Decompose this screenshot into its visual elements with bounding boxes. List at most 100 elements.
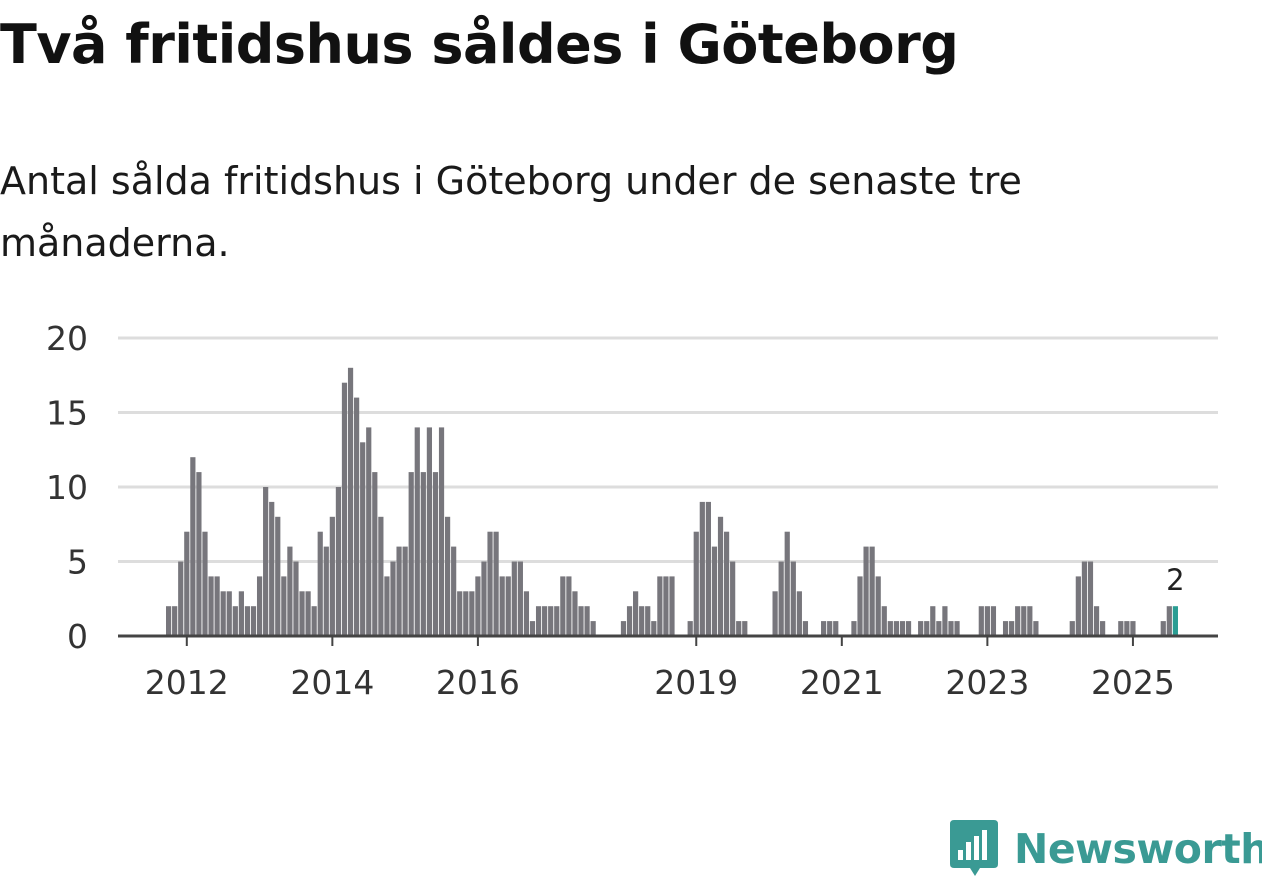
bar — [529, 621, 536, 636]
bar — [451, 546, 457, 636]
bar — [1075, 576, 1081, 636]
bar — [736, 621, 742, 636]
bar — [438, 427, 445, 636]
bar — [936, 621, 942, 636]
bar — [717, 516, 724, 636]
bar — [790, 561, 796, 636]
bar — [875, 576, 881, 636]
bar — [687, 621, 693, 636]
bar — [190, 457, 196, 636]
bar — [899, 621, 906, 636]
bar — [905, 621, 912, 636]
bar — [893, 621, 899, 636]
bar — [699, 501, 705, 636]
bar — [548, 606, 554, 636]
bar — [281, 576, 287, 636]
bar — [954, 621, 960, 636]
bar — [275, 516, 281, 636]
bar — [1087, 561, 1094, 636]
newsworthy-logo: Newsworthy — [950, 818, 1262, 880]
bar — [311, 606, 317, 636]
bar — [505, 576, 511, 636]
bar — [238, 591, 244, 636]
bar — [572, 591, 578, 636]
bar — [1118, 621, 1124, 636]
bar — [663, 576, 669, 636]
bar — [1160, 621, 1166, 636]
bar — [178, 561, 184, 636]
bar — [657, 576, 663, 636]
bar — [384, 576, 390, 636]
bar — [256, 576, 263, 636]
bar — [226, 591, 232, 636]
bar — [196, 472, 202, 636]
bar — [172, 606, 178, 636]
bar — [1124, 621, 1130, 636]
bar — [475, 576, 481, 636]
bar — [493, 531, 499, 636]
bar — [420, 472, 426, 636]
bar — [166, 606, 172, 636]
bar — [244, 606, 251, 636]
bar — [881, 606, 887, 636]
bar — [323, 546, 329, 636]
bar — [299, 591, 305, 636]
bar — [232, 606, 238, 636]
bar — [372, 472, 378, 636]
bar — [590, 621, 596, 636]
bar — [408, 472, 414, 636]
bar — [378, 516, 384, 636]
bar — [542, 606, 548, 636]
bar — [1130, 621, 1136, 636]
bar — [366, 427, 372, 636]
bar — [1033, 621, 1039, 636]
bar — [827, 621, 833, 636]
bar — [802, 621, 809, 636]
bar — [918, 621, 924, 636]
bar — [432, 472, 439, 636]
bar — [341, 382, 348, 636]
bar — [293, 561, 299, 636]
bar — [1093, 606, 1100, 636]
bar — [990, 606, 997, 636]
bar — [1015, 606, 1021, 636]
bar — [984, 606, 990, 636]
bar — [360, 442, 366, 636]
bar — [723, 531, 730, 636]
bar — [1021, 606, 1027, 636]
bar — [220, 591, 226, 636]
value-label: 2 — [1166, 563, 1184, 597]
bar — [924, 621, 930, 636]
y-tick-label: 5 — [67, 543, 88, 582]
bar — [711, 546, 718, 636]
bar — [693, 531, 699, 636]
bar — [517, 561, 523, 636]
x-axis-ticks: 2012 2014 2016 2019 2021 2023 2025 — [145, 636, 1175, 702]
bar — [742, 621, 748, 636]
bar — [396, 546, 402, 636]
bar — [1081, 561, 1088, 636]
bar — [1172, 606, 1178, 636]
bar — [202, 531, 208, 636]
y-tick-label: 20 — [46, 319, 88, 358]
bar — [730, 561, 736, 636]
bar-chart: 0 5 10 15 20 2012 2014 2016 2019 2021 2023 2025 2 — [46, 319, 1218, 702]
x-tick-label: 2012 — [145, 663, 229, 702]
bar — [645, 606, 651, 636]
bar — [469, 591, 475, 636]
bar — [347, 367, 354, 636]
gridlines — [118, 336, 1218, 563]
bar — [851, 621, 857, 636]
newsworthy-logo-icon — [950, 820, 998, 876]
bar — [523, 591, 530, 636]
y-tick-label: 15 — [46, 394, 88, 433]
x-tick-label: 2023 — [945, 663, 1029, 702]
bar — [930, 606, 936, 636]
bar — [390, 561, 396, 636]
bar — [669, 576, 675, 636]
bar — [511, 561, 517, 636]
bar — [1009, 621, 1015, 636]
bar — [463, 591, 469, 636]
bar — [833, 621, 839, 636]
bar — [639, 606, 645, 636]
